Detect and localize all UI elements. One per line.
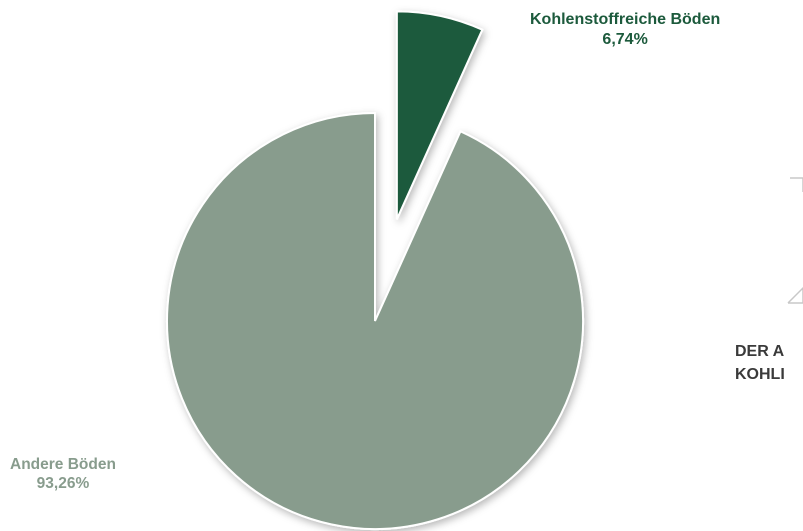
triangle-down-icon (790, 177, 803, 192)
side-title-line2: KOHLI (735, 366, 785, 384)
triangle-up-icon (787, 286, 803, 304)
pie-slice-0 (395, 10, 484, 220)
slice-label-name: Kohlenstoffreiche Böden (530, 11, 721, 28)
side-title: DER A KOHLI (735, 340, 785, 386)
pie-slice-1 (166, 111, 585, 530)
decorative-triangles (787, 177, 803, 304)
slice-label-value: 6,74% (602, 31, 648, 48)
slice-label-name: Andere Böden (10, 456, 116, 473)
slice-label-kohlenstoffreiche: Kohlenstoffreiche Böden 6,74% (530, 10, 720, 50)
slice-label-andere: Andere Böden 93,26% (10, 455, 116, 494)
slice-label-value: 93,26% (36, 475, 90, 493)
side-title-line1: DER A (735, 343, 785, 360)
